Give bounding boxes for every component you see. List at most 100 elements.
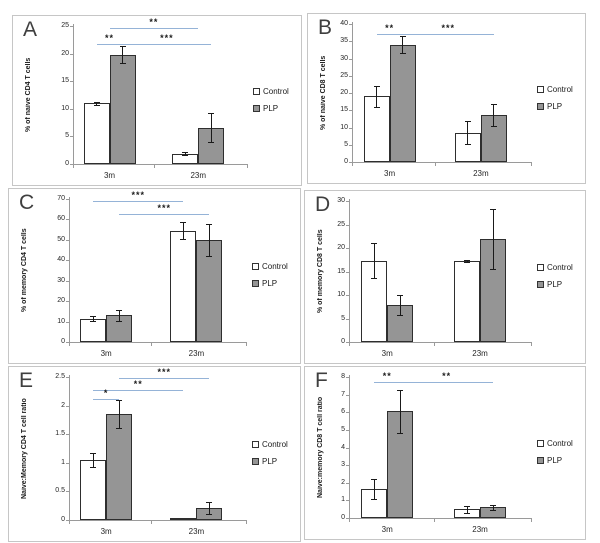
significance-line xyxy=(374,382,401,384)
error-bar-cap-top xyxy=(399,36,406,38)
y-tick-label: 2 xyxy=(341,478,345,486)
x-tick-mark xyxy=(531,518,532,522)
x-tick-mark xyxy=(153,164,155,168)
significance-label: *** xyxy=(157,203,172,214)
y-tick-mark xyxy=(346,412,349,414)
error-bar-cap-bottom xyxy=(116,320,123,322)
y-tick-mark xyxy=(346,500,349,502)
y-tick-mark xyxy=(66,462,69,464)
x-tick-label: 23m xyxy=(472,349,488,358)
error-bar-cap-top xyxy=(490,208,497,210)
y-tick-mark xyxy=(66,434,69,436)
significance-line xyxy=(119,378,210,380)
error-bar-cap-top xyxy=(490,504,497,506)
x-tick-mark xyxy=(531,162,532,166)
bar-control-23m xyxy=(170,230,197,342)
x-tick-mark xyxy=(246,520,247,524)
legend-swatch-control xyxy=(252,441,259,448)
y-tick-label: 30 xyxy=(337,197,345,204)
y-tick-mark xyxy=(70,81,73,83)
x-tick-mark xyxy=(247,164,248,168)
error-bar-cap-bottom xyxy=(93,104,100,106)
error-bar-cap-bottom xyxy=(490,268,497,270)
error-bar-line xyxy=(492,504,494,511)
y-tick-label: 50 xyxy=(57,235,65,243)
y-tick-mark xyxy=(346,394,349,396)
significance-line xyxy=(376,33,403,35)
error-bar-line xyxy=(122,46,124,63)
y-tick-mark xyxy=(70,136,73,138)
legend-item-control: Control xyxy=(537,85,573,94)
error-bar-cap-top xyxy=(116,310,123,312)
panel-D: D% of memory CD8 T cells 0 5 10 15 20 25 30 3m 23… xyxy=(304,190,586,364)
legend-label: PLP xyxy=(262,457,278,466)
y-tick-label: 25 xyxy=(340,71,348,79)
legend-swatch-plp xyxy=(537,281,544,288)
bar-control-3m xyxy=(80,459,107,520)
y-tick-mark xyxy=(66,219,69,221)
y-tick-label: 15 xyxy=(340,106,348,114)
legend-label: PLP xyxy=(547,456,563,465)
error-bar-cap-top xyxy=(371,479,378,481)
error-bar-cap-top xyxy=(373,86,380,88)
error-bar-line xyxy=(184,152,186,155)
y-tick-mark xyxy=(70,164,73,165)
y-tick-mark xyxy=(346,342,349,343)
error-bar-cap-bottom xyxy=(116,428,123,430)
y-tick-mark xyxy=(346,429,349,431)
y-tick-mark xyxy=(66,491,69,493)
y-tick-mark xyxy=(346,248,349,249)
y-tick-mark xyxy=(346,377,349,378)
error-bar-cap-bottom xyxy=(90,321,97,323)
x-axis xyxy=(73,164,247,165)
x-tick-label: 3m xyxy=(100,349,112,358)
error-bar-cap-bottom xyxy=(206,256,213,258)
legend-item-plp: PLP xyxy=(252,457,277,466)
error-bar-cap-bottom xyxy=(399,53,406,55)
significance-label: *** xyxy=(160,33,174,44)
y-tick-label: 40 xyxy=(340,20,348,27)
y-axis-title: Naive:Memory CD4 T cell ratio xyxy=(21,398,28,499)
legend-swatch-plp xyxy=(252,458,259,465)
panel-B: B% of naive CD8 T cells 0 5 10 15 20 25 30 35 40 *… xyxy=(307,13,586,184)
legend-swatch-control xyxy=(252,263,259,270)
y-tick-label: 7 xyxy=(341,390,345,398)
y-tick-label: 1 xyxy=(61,458,65,466)
error-bar-cap-top xyxy=(90,315,97,317)
significance-label: ** xyxy=(442,371,452,382)
y-tick-label: 10 xyxy=(57,317,65,325)
error-bar-cap-top xyxy=(180,222,187,224)
y-tick-label: 4 xyxy=(341,443,345,451)
significance-line xyxy=(93,201,184,203)
y-tick-label: 25 xyxy=(61,22,69,29)
y-tick-label: 20 xyxy=(57,297,65,305)
error-bar-cap-top xyxy=(206,223,213,225)
bar-control-23m xyxy=(454,260,481,342)
legend-label: Control xyxy=(547,85,573,94)
panel-letter: F xyxy=(315,369,328,392)
y-tick-label: 0 xyxy=(61,338,65,345)
error-bar-cap-bottom xyxy=(371,278,378,280)
error-bar-cap-bottom xyxy=(490,126,497,128)
error-bar-cap-top xyxy=(116,399,123,401)
y-tick-label: 60 xyxy=(57,215,65,223)
error-bar-cap-top xyxy=(90,452,97,454)
panel-A: A% of naive CD4 T cells 0 5 10 15 20 25 ** ** ***… xyxy=(12,15,302,186)
y-tick-mark xyxy=(346,201,349,202)
y-tick-mark xyxy=(349,162,352,163)
error-bar-line xyxy=(399,295,401,316)
y-tick-label: 30 xyxy=(340,54,348,62)
y-axis-title: % of naive CD4 T cells xyxy=(25,57,32,133)
x-tick-mark xyxy=(69,520,70,524)
significance-label: ** xyxy=(149,17,159,28)
x-tick-label: 23m xyxy=(473,169,489,178)
significance-label: *** xyxy=(441,22,455,33)
x-tick-mark xyxy=(73,164,74,168)
y-tick-label: 6 xyxy=(341,408,345,416)
bar-control-23m xyxy=(170,517,197,520)
bar-plp-3m xyxy=(387,411,414,518)
y-tick-mark xyxy=(349,127,352,129)
significance-label: *** xyxy=(157,367,172,378)
legend-item-control: Control xyxy=(253,87,289,96)
x-axis xyxy=(69,342,246,343)
